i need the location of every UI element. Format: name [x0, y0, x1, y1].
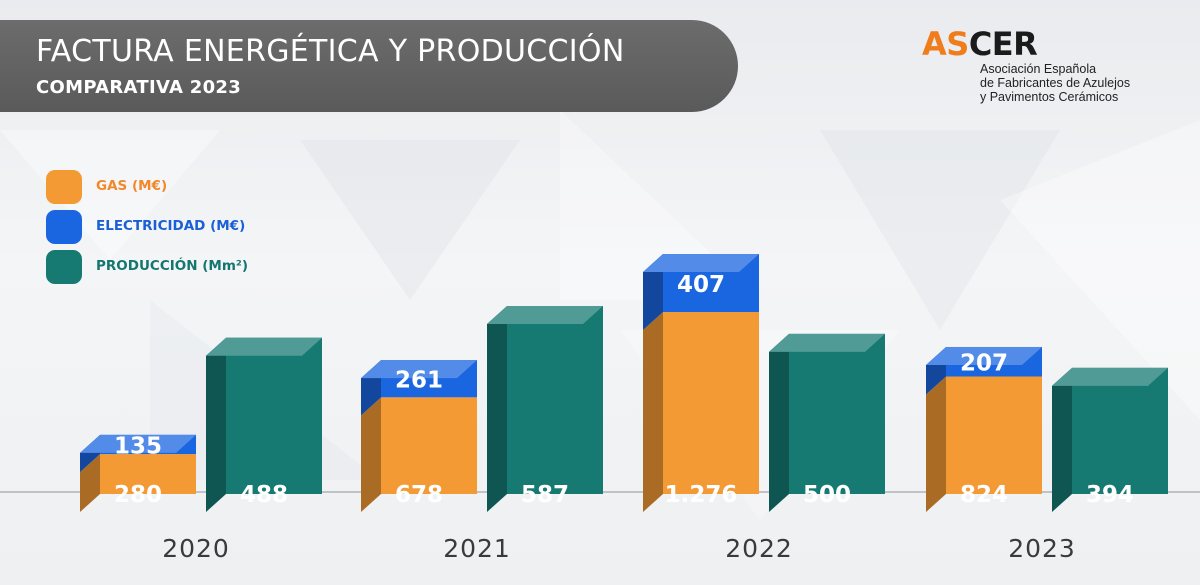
bar-gas-side-2021: [361, 397, 381, 512]
bar-production-side-2020: [206, 337, 226, 512]
x-tick-label-2023: 2023: [1008, 534, 1076, 563]
bar-production-top-2020: [206, 337, 322, 356]
bar-production-2020: [226, 337, 322, 494]
data-label-gas-2020: 280: [114, 482, 162, 508]
bar-electricity-top-2020: [80, 434, 196, 453]
bar-gas-side-2023: [926, 376, 946, 512]
data-label-electricity-2021: 261: [395, 368, 443, 394]
bar-production-top-2022: [769, 333, 885, 352]
bar-gas-2023: [946, 376, 1042, 494]
chart-legend: GAS (M€) ELECTRICIDAD (M€) PRODUCCIÓN (M…: [46, 170, 346, 290]
bar-electricity-top-2021: [361, 360, 477, 379]
data-label-gas-2021: 678: [395, 482, 443, 508]
logo-wordmark: ASCER: [922, 24, 1038, 64]
data-label-electricity-2022: 407: [677, 272, 725, 298]
ascer-logo: ASCER Asociación Española de Fabricantes…: [922, 24, 1172, 114]
bar-production-side-2021: [487, 306, 507, 512]
data-label-electricity-2023: 207: [960, 351, 1008, 377]
bar-production-side-2023: [1052, 367, 1072, 512]
data-label-production-2021: 587: [521, 482, 569, 508]
legend-item-gas: GAS (M€): [46, 170, 346, 204]
data-label-gas-2022: 1.276: [665, 482, 738, 508]
bar-production-2022: [789, 333, 885, 494]
legend-swatch-production: [46, 250, 82, 284]
legend-label-gas: GAS (M€): [96, 178, 168, 194]
legend-item-electricity: ELECTRICIDAD (M€): [46, 210, 346, 244]
legend-label-electricity: ELECTRICIDAD (M€): [96, 218, 246, 234]
bar-gas-2022: [663, 312, 759, 494]
legend-item-production: PRODUCCIÓN (Mm²): [46, 250, 346, 284]
page-title: FACTURA ENERGÉTICA Y PRODUCCIÓN: [36, 34, 625, 69]
bar-production-top-2023: [1052, 367, 1168, 386]
data-label-production-2020: 488: [240, 482, 288, 508]
x-tick-label-2021: 2021: [443, 534, 511, 563]
title-banner: FACTURA ENERGÉTICA Y PRODUCCIÓN COMPARAT…: [0, 20, 738, 112]
logo-wordmark-cer: CER: [968, 25, 1038, 63]
bar-electricity-side-2022: [643, 254, 663, 331]
bar-gas-2021: [381, 397, 477, 494]
data-label-production-2023: 394: [1086, 482, 1134, 508]
x-tick-label-2020: 2020: [162, 534, 230, 563]
logo-tagline-1: Asociación Española: [980, 62, 1097, 76]
legend-swatch-gas: [46, 170, 82, 204]
data-label-production-2022: 500: [803, 482, 851, 508]
legend-swatch-electricity: [46, 210, 82, 244]
bar-gas-side-2022: [643, 312, 663, 512]
bar-production-2021: [507, 306, 603, 494]
x-tick-label-2022: 2022: [725, 534, 793, 563]
data-label-gas-2023: 824: [960, 482, 1008, 508]
logo-wordmark-as: AS: [922, 25, 969, 63]
logo-tagline-3: y Pavimentos Cerámicos: [980, 90, 1119, 104]
bar-production-2023: [1072, 367, 1168, 494]
bar-gas-2020: [100, 454, 196, 494]
bar-production-side-2022: [769, 333, 789, 512]
logo-tagline-2: de Fabricantes de Azulejos: [980, 76, 1131, 90]
bar-electricity-top-2023: [926, 346, 1042, 365]
page-subtitle: COMPARATIVA 2023: [36, 77, 242, 98]
bar-gas-side-2020: [80, 454, 100, 512]
data-label-electricity-2020: 135: [114, 433, 162, 459]
legend-label-production: PRODUCCIÓN (Mm²): [96, 258, 249, 274]
bar-electricity-top-2022: [643, 254, 759, 272]
bar-production-top-2021: [487, 306, 603, 324]
